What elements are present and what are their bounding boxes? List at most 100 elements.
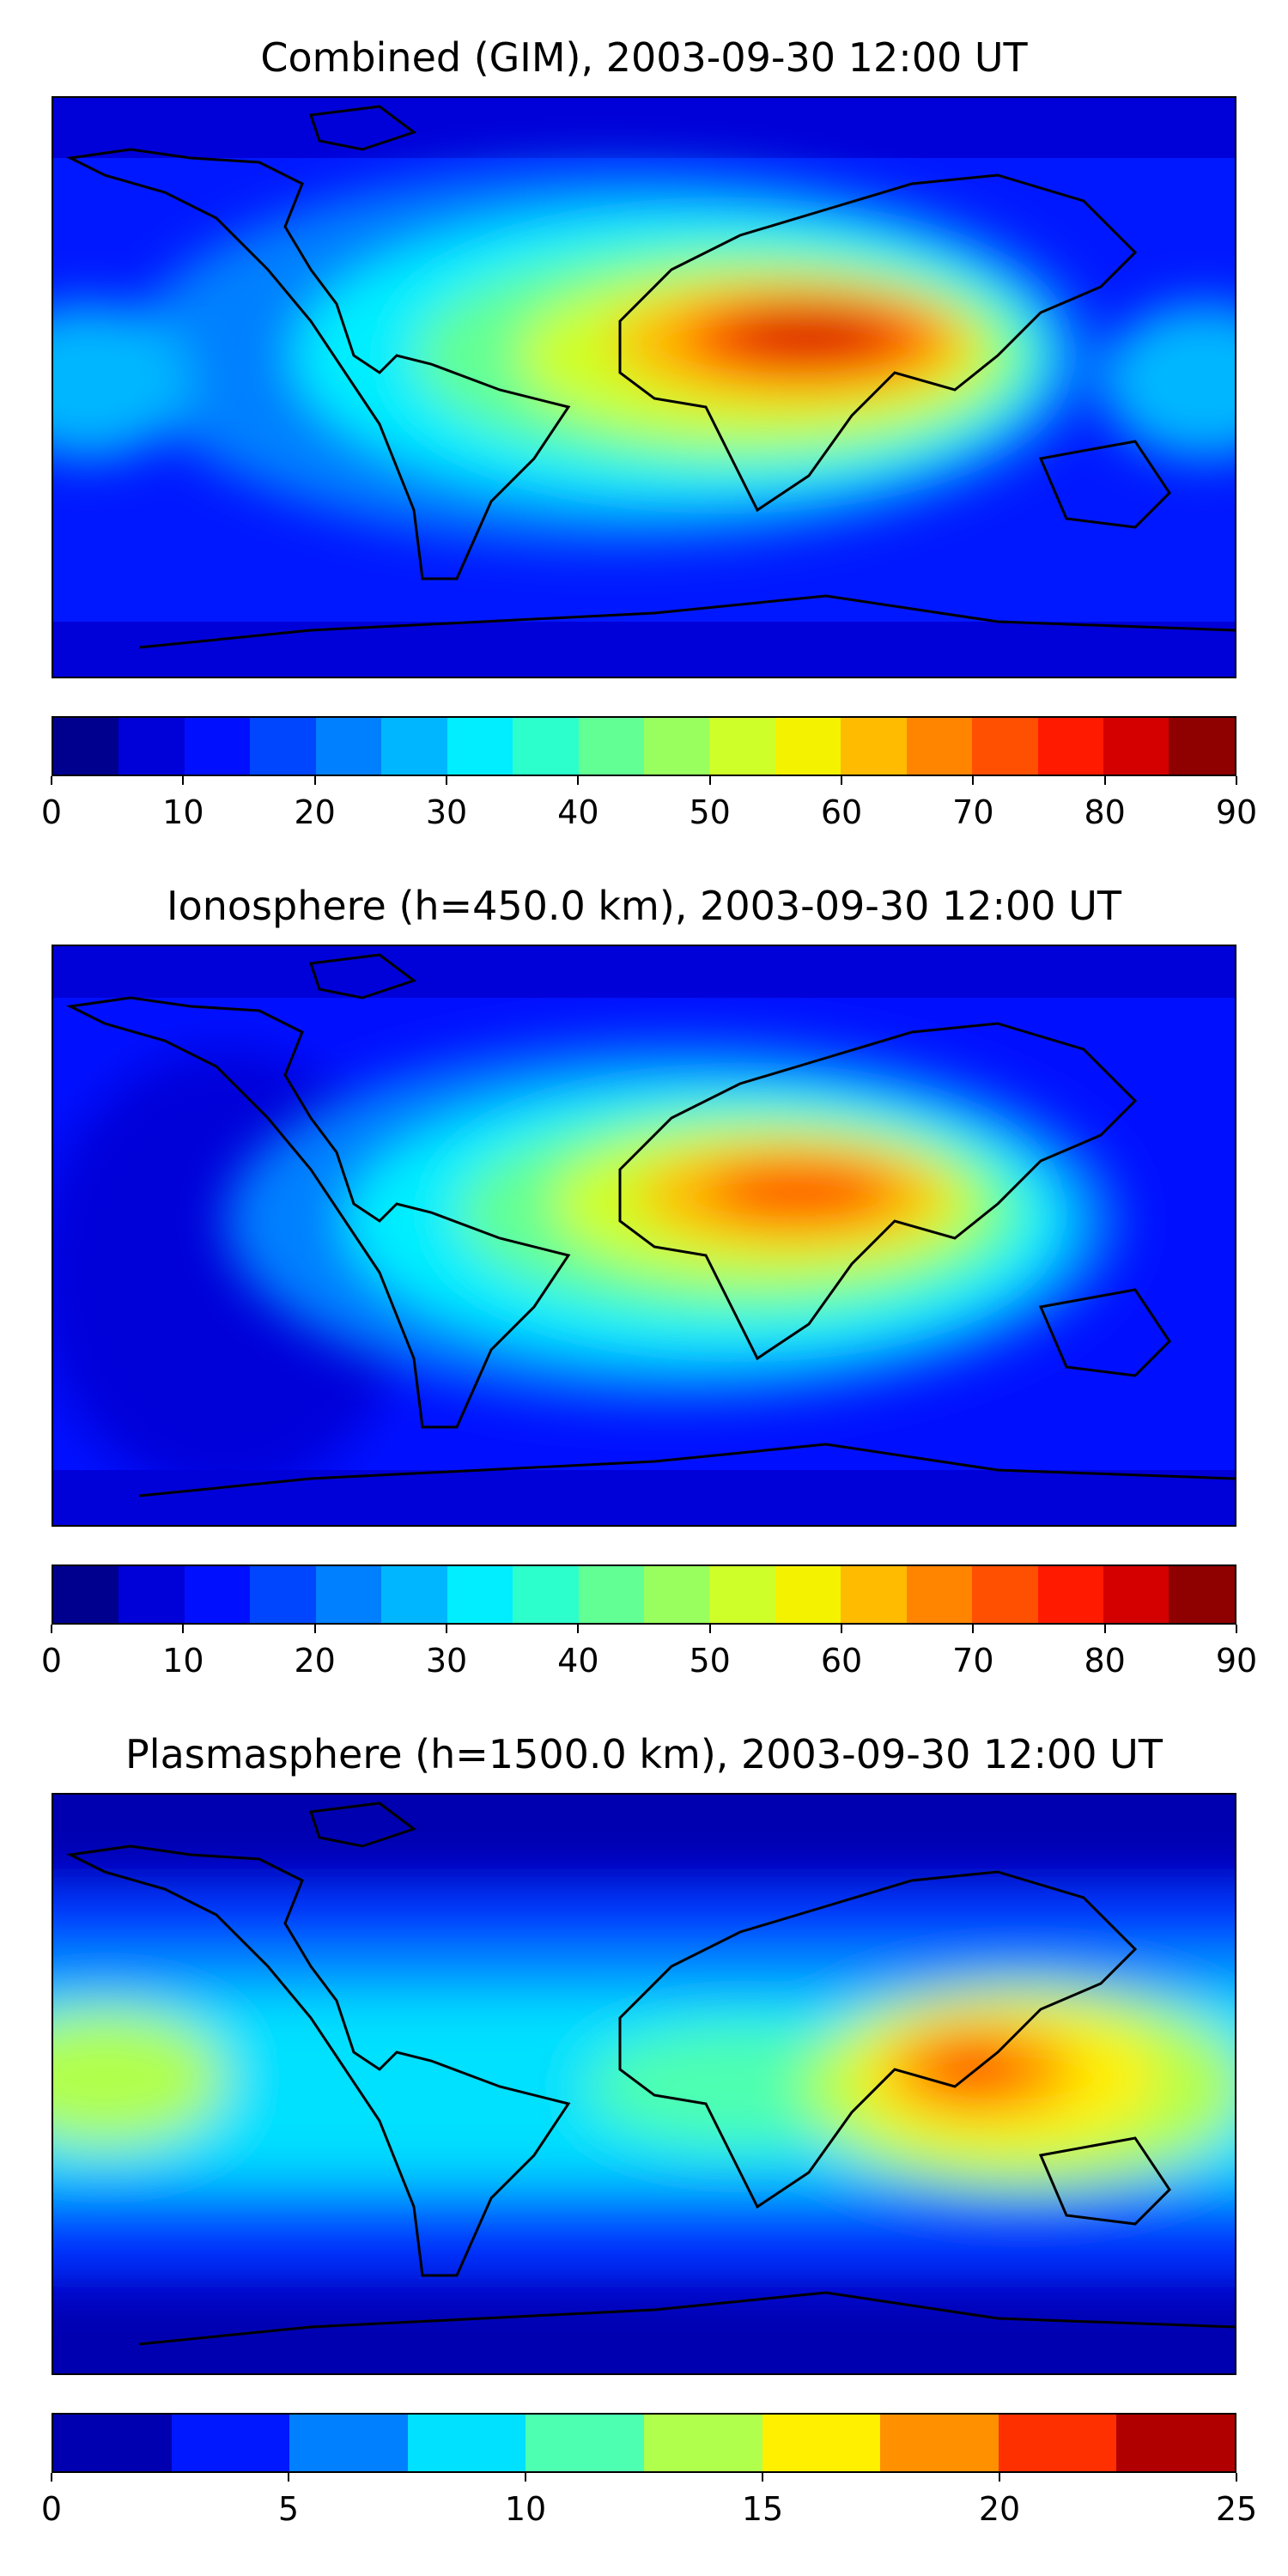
colorbar-tick-label: 80 xyxy=(1084,793,1126,831)
colorbar-tick xyxy=(1103,776,1106,785)
colorbar-segment xyxy=(250,718,316,775)
colorbar-tick xyxy=(313,776,316,785)
colorbar-segment xyxy=(1169,718,1235,775)
colorbar-segment xyxy=(578,1566,644,1623)
colorbar-segment xyxy=(513,718,579,775)
colorbar-tick xyxy=(1236,1625,1237,1633)
colorbar-tick-label: 50 xyxy=(689,1642,731,1680)
colorbar-segment xyxy=(447,1566,513,1623)
colorbar-segment xyxy=(972,1566,1038,1623)
colorbar-segment xyxy=(171,2415,290,2471)
colorbar-tick xyxy=(1236,2473,1237,2482)
panel-title: Plasmasphere (h=1500.0 km), 2003-09-30 1… xyxy=(125,1731,1163,1777)
tec-map-plasmasphere xyxy=(52,1793,1236,2375)
colorbar-tick xyxy=(972,1625,975,1633)
colorbar-segment xyxy=(709,1566,775,1623)
colorbar-tick xyxy=(446,1625,447,1633)
colorbar-segment xyxy=(1116,2415,1235,2471)
colorbar-tick-label: 60 xyxy=(820,1642,863,1680)
colorbar-tick xyxy=(577,776,580,785)
colorbar-segment xyxy=(841,718,907,775)
colorbar-tick-label: 0 xyxy=(40,2490,63,2528)
colorbar-tick-label: 40 xyxy=(557,1642,599,1680)
colorbar-tick xyxy=(182,776,185,785)
colorbar-segment xyxy=(643,1566,710,1623)
colorbar-segment xyxy=(118,718,185,775)
colorbar-segment xyxy=(407,2415,526,2471)
colorbar-tick-label: 30 xyxy=(425,793,468,831)
colorbar-segment xyxy=(1037,718,1103,775)
colorbar-tick xyxy=(313,1625,316,1633)
colorbar-segment xyxy=(841,1566,907,1623)
colorbar-tick xyxy=(525,2473,526,2482)
colorbar-segment xyxy=(447,718,513,775)
colorbar-segment xyxy=(906,1566,973,1623)
colorbar-segment xyxy=(998,2415,1117,2471)
colorbar-segment xyxy=(643,2415,762,2471)
colorbar-tick-label: 15 xyxy=(741,2490,784,2528)
colorbar-tick xyxy=(841,776,842,785)
colorbar-tick xyxy=(182,1625,185,1633)
colorbar-tick-label: 10 xyxy=(504,2490,547,2528)
colorbar-tick xyxy=(999,2473,1000,2482)
colorbar-segment xyxy=(250,1566,316,1623)
colorbar-segment xyxy=(53,718,119,775)
colorbar-tick-label: 30 xyxy=(425,1642,468,1680)
colorbar-tick xyxy=(708,776,711,785)
colorbar-tick xyxy=(762,2473,763,2482)
tec-map-combined xyxy=(52,96,1236,678)
panel-title: Combined (GIM), 2003-09-30 12:00 UT xyxy=(260,34,1028,81)
colorbar-segment xyxy=(1169,1566,1235,1623)
colorbar-segment xyxy=(1103,1566,1170,1623)
colorbar-segment xyxy=(709,718,775,775)
colorbar-tick-label: 90 xyxy=(1215,793,1258,831)
colorbar-segment xyxy=(775,718,841,775)
colorbar-tick xyxy=(446,776,447,785)
colorbar-segment xyxy=(184,718,251,775)
colorbar-segment xyxy=(381,718,447,775)
coastlines xyxy=(66,1801,1235,2346)
colorbar-segment xyxy=(578,718,644,775)
colorbar-tick xyxy=(1236,776,1237,785)
colorbar-segment xyxy=(513,1566,579,1623)
colorbar-ticks: 0 10 20 30 40 50 60 70 80 90 xyxy=(41,1625,1257,1680)
colorbar-ticks: 0 5 10 15 20 25 xyxy=(41,2473,1257,2528)
colorbar-tick-label: 25 xyxy=(1215,2490,1258,2528)
colorbar-tick-label: 0 xyxy=(40,793,63,831)
colorbar-segment xyxy=(53,2415,172,2471)
colorbar-segment xyxy=(289,2415,408,2471)
colorbar-tick xyxy=(51,1625,52,1633)
colorbar-tick-label: 20 xyxy=(294,1642,336,1680)
colorbar-tick xyxy=(1103,1625,1106,1633)
colorbar-tick-label: 10 xyxy=(162,793,204,831)
colorbar-tick-label: 10 xyxy=(162,1642,204,1680)
colorbar-tick xyxy=(51,2473,52,2482)
panel-title: Ionosphere (h=450.0 km), 2003-09-30 12:0… xyxy=(167,883,1121,929)
colorbar-segment xyxy=(775,1566,841,1623)
colorbar-tick xyxy=(51,776,52,785)
colorbar-tick-label: 70 xyxy=(952,793,994,831)
colorbar-tick-label: 50 xyxy=(689,793,731,831)
colorbar-segment xyxy=(880,2415,999,2471)
colorbar-tick-label: 60 xyxy=(820,793,863,831)
colorbar-segment xyxy=(184,1566,251,1623)
colorbar-segment xyxy=(972,718,1038,775)
colorbar-tick xyxy=(708,1625,711,1633)
colorbar-plasmasphere xyxy=(52,2413,1236,2473)
colorbar-segment xyxy=(1103,718,1170,775)
colorbar-tick xyxy=(577,1625,580,1633)
coastlines xyxy=(66,105,1235,649)
colorbar-tick-label: 5 xyxy=(277,2490,300,2528)
colorbar-tick-label: 20 xyxy=(294,793,336,831)
colorbar-segment xyxy=(315,1566,382,1623)
colorbar-combined xyxy=(52,716,1236,776)
colorbar-tick xyxy=(841,1625,842,1633)
colorbar-ionosphere xyxy=(52,1564,1236,1625)
colorbar-segment xyxy=(526,2415,644,2471)
colorbar-segment xyxy=(762,2415,881,2471)
colorbar-tick-label: 80 xyxy=(1084,1642,1126,1680)
colorbar-tick-label: 70 xyxy=(952,1642,994,1680)
colorbar-tick-label: 40 xyxy=(557,793,599,831)
colorbar-segment xyxy=(53,1566,119,1623)
colorbar-segment xyxy=(118,1566,185,1623)
